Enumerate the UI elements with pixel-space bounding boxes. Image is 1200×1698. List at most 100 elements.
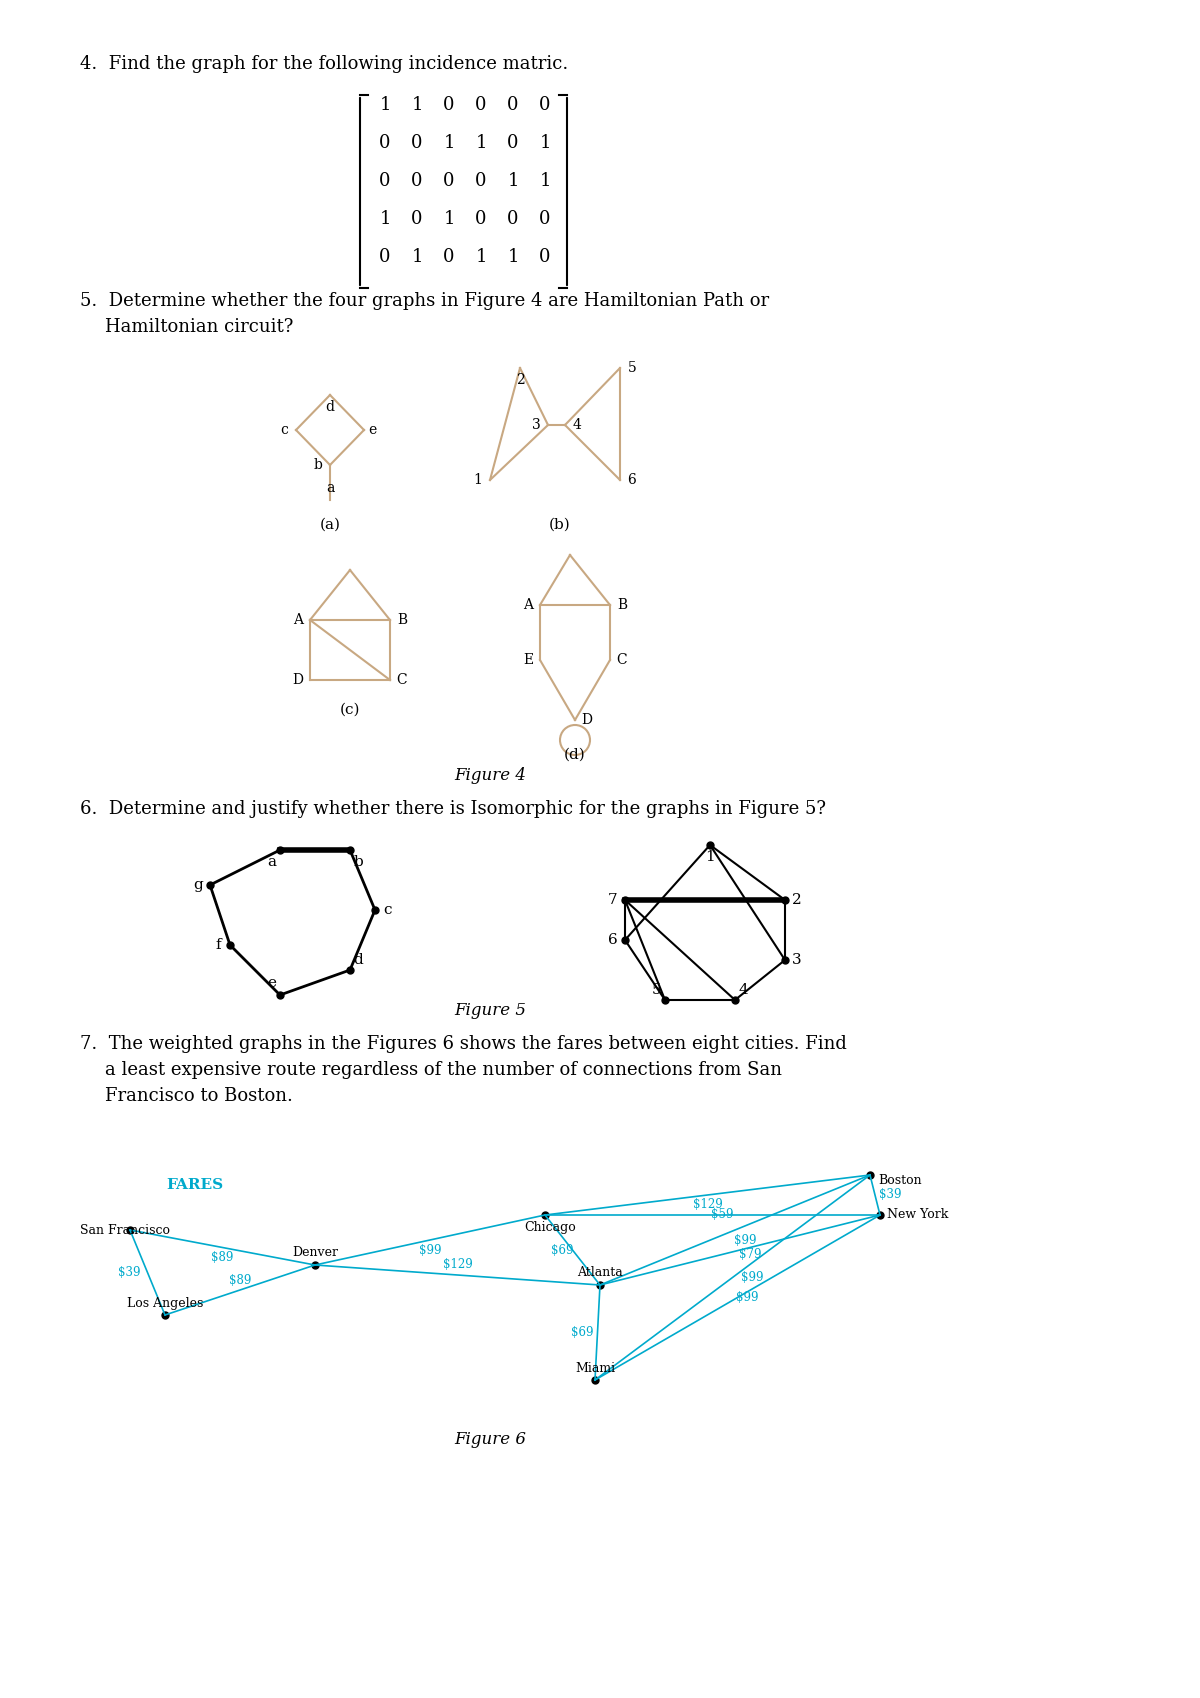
Text: 4: 4 xyxy=(572,418,582,431)
Text: C: C xyxy=(397,672,407,688)
Text: 7: 7 xyxy=(608,893,618,907)
Text: (b): (b) xyxy=(550,518,571,531)
Text: g: g xyxy=(193,878,203,891)
Text: 3: 3 xyxy=(532,418,540,431)
Text: 6: 6 xyxy=(628,474,636,487)
Text: 0: 0 xyxy=(539,97,551,114)
Text: $99: $99 xyxy=(737,1290,758,1304)
Text: 4.  Find the graph for the following incidence matric.: 4. Find the graph for the following inci… xyxy=(80,54,569,73)
Text: 0: 0 xyxy=(412,134,422,153)
Text: B: B xyxy=(397,613,407,627)
Text: 1: 1 xyxy=(443,134,455,153)
Text: e: e xyxy=(368,423,376,436)
Text: f: f xyxy=(215,937,221,953)
Text: $69: $69 xyxy=(551,1243,574,1257)
Text: Figure 6: Figure 6 xyxy=(454,1431,526,1448)
Text: e: e xyxy=(268,976,276,990)
Text: (d): (d) xyxy=(564,749,586,762)
Text: 0: 0 xyxy=(379,134,391,153)
Text: c: c xyxy=(383,903,391,917)
Text: 6: 6 xyxy=(608,932,618,947)
Text: 0: 0 xyxy=(379,248,391,267)
Text: (c): (c) xyxy=(340,703,360,717)
Text: 1: 1 xyxy=(475,134,487,153)
Text: 1: 1 xyxy=(539,134,551,153)
Text: a: a xyxy=(268,856,276,869)
Text: Denver: Denver xyxy=(292,1246,338,1260)
Text: $99: $99 xyxy=(419,1243,442,1257)
Text: 0: 0 xyxy=(412,211,422,228)
Text: 1: 1 xyxy=(412,97,422,114)
Text: 0: 0 xyxy=(508,97,518,114)
Text: 0: 0 xyxy=(508,134,518,153)
Text: 6.  Determine and justify whether there is Isomorphic for the graphs in Figure 5: 6. Determine and justify whether there i… xyxy=(80,800,826,818)
Text: 0: 0 xyxy=(475,97,487,114)
Text: 0: 0 xyxy=(443,171,455,190)
Text: (a): (a) xyxy=(319,518,341,531)
Text: $59: $59 xyxy=(712,1209,733,1221)
Text: 1: 1 xyxy=(508,248,518,267)
Text: New York: New York xyxy=(887,1209,949,1221)
Text: 4: 4 xyxy=(738,983,748,997)
Text: Chicago: Chicago xyxy=(524,1221,576,1233)
Text: Figure 4: Figure 4 xyxy=(454,766,526,783)
Text: 2: 2 xyxy=(792,893,802,907)
Text: 0: 0 xyxy=(443,248,455,267)
Text: Miami: Miami xyxy=(575,1362,616,1374)
Text: C: C xyxy=(617,654,628,667)
Text: $129: $129 xyxy=(692,1199,722,1211)
Text: 0: 0 xyxy=(508,211,518,228)
Text: $39: $39 xyxy=(878,1189,901,1202)
Text: $69: $69 xyxy=(571,1326,594,1340)
Text: c: c xyxy=(280,423,288,436)
Text: 5: 5 xyxy=(628,362,636,375)
Text: 5.  Determine whether the four graphs in Figure 4 are Hamiltonian Path or: 5. Determine whether the four graphs in … xyxy=(80,292,769,311)
Text: 2: 2 xyxy=(516,374,524,387)
Text: $129: $129 xyxy=(443,1258,473,1272)
Text: 1: 1 xyxy=(475,248,487,267)
Text: San Francisco: San Francisco xyxy=(80,1224,170,1236)
Text: 0: 0 xyxy=(379,171,391,190)
Text: 0: 0 xyxy=(412,171,422,190)
Text: 1: 1 xyxy=(706,851,715,864)
Text: a least expensive route regardless of the number of connections from San: a least expensive route regardless of th… xyxy=(106,1061,782,1078)
Text: d: d xyxy=(353,953,362,966)
Text: 0: 0 xyxy=(475,171,487,190)
Text: D: D xyxy=(582,713,593,727)
Text: 1: 1 xyxy=(508,171,518,190)
Text: E: E xyxy=(523,654,533,667)
Text: b: b xyxy=(353,856,362,869)
Text: d: d xyxy=(325,401,335,414)
Text: $99: $99 xyxy=(733,1233,756,1246)
Text: 0: 0 xyxy=(475,211,487,228)
Text: Atlanta: Atlanta xyxy=(577,1267,623,1280)
Text: 0: 0 xyxy=(539,211,551,228)
Text: Hamiltonian circuit?: Hamiltonian circuit? xyxy=(106,318,293,336)
Text: $79: $79 xyxy=(739,1248,761,1262)
Text: Francisco to Boston.: Francisco to Boston. xyxy=(106,1087,293,1105)
Text: 7.  The weighted graphs in the Figures 6 shows the fares between eight cities. F: 7. The weighted graphs in the Figures 6 … xyxy=(80,1036,847,1053)
Text: $39: $39 xyxy=(119,1267,140,1279)
Text: D: D xyxy=(293,672,304,688)
Text: FARES: FARES xyxy=(167,1178,223,1192)
Text: 1: 1 xyxy=(379,211,391,228)
Text: Boston: Boston xyxy=(878,1173,922,1187)
Text: $89: $89 xyxy=(211,1251,234,1263)
Text: 0: 0 xyxy=(443,97,455,114)
Text: 5: 5 xyxy=(652,983,662,997)
Text: $99: $99 xyxy=(742,1272,763,1284)
Text: b: b xyxy=(313,458,323,472)
Text: 0: 0 xyxy=(539,248,551,267)
Text: Los Angeles: Los Angeles xyxy=(127,1297,203,1309)
Text: 3: 3 xyxy=(792,953,802,966)
Text: A: A xyxy=(293,613,302,627)
Text: 1: 1 xyxy=(379,97,391,114)
Text: B: B xyxy=(617,598,628,611)
Text: a: a xyxy=(326,481,334,496)
Text: 1: 1 xyxy=(412,248,422,267)
Text: $89: $89 xyxy=(229,1274,251,1287)
Text: 1: 1 xyxy=(474,474,482,487)
Text: Figure 5: Figure 5 xyxy=(454,1002,526,1019)
Text: 1: 1 xyxy=(443,211,455,228)
Text: A: A xyxy=(523,598,533,611)
